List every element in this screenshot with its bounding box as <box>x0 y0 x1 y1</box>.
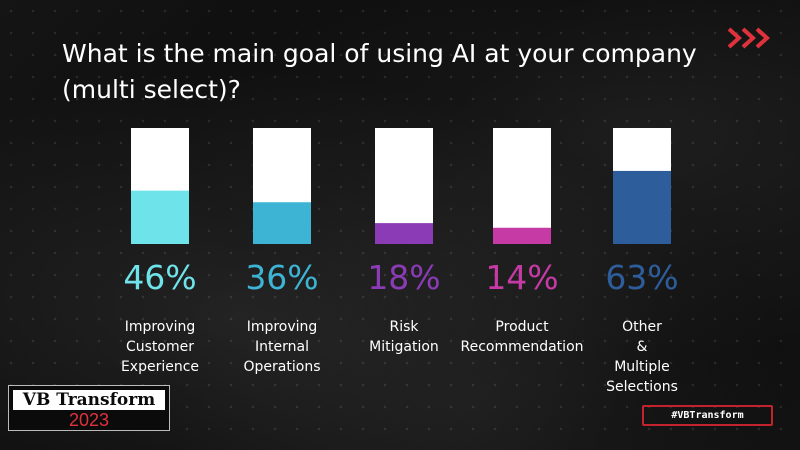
bar <box>493 227 551 244</box>
chevron-double-right-icon <box>727 27 770 49</box>
brand-year: 2023 <box>68 410 110 430</box>
hashtag-badge: #VBTransform <box>642 405 773 426</box>
value-label: 46% <box>123 258 196 297</box>
value-label: 36% <box>245 258 318 297</box>
category-label: Mitigation <box>369 339 439 355</box>
brand-name: VB Transform <box>13 390 165 410</box>
logo-chevron-2 <box>741 27 756 49</box>
value-label: 63% <box>605 258 678 297</box>
category-label: Product <box>495 319 549 335</box>
category-label: Selections <box>606 379 678 395</box>
category-label: Improving <box>125 319 196 335</box>
category-label: Operations <box>244 359 321 375</box>
value-label: 18% <box>367 258 440 297</box>
bar <box>253 202 311 244</box>
brand-logo: VB Transform 2023 <box>8 385 170 431</box>
category-label: Customer <box>126 339 194 355</box>
bar <box>131 190 189 244</box>
slide-title: What is the main goal of using AI at you… <box>62 39 697 104</box>
category-label: & <box>637 339 648 355</box>
logo-chevron-3 <box>755 27 770 49</box>
bar <box>375 223 433 244</box>
category-label: Other <box>622 319 662 335</box>
category-label: Internal <box>255 339 309 355</box>
bar <box>613 170 671 244</box>
category-label: Improving <box>247 319 318 335</box>
category-label: Risk <box>389 319 419 335</box>
logo-chevron-1 <box>727 27 742 49</box>
category-label: Multiple <box>614 359 670 375</box>
value-label: 14% <box>485 258 558 297</box>
category-label: Experience <box>121 359 199 375</box>
bar-track <box>493 128 551 244</box>
category-label: Recommendation <box>460 339 583 355</box>
